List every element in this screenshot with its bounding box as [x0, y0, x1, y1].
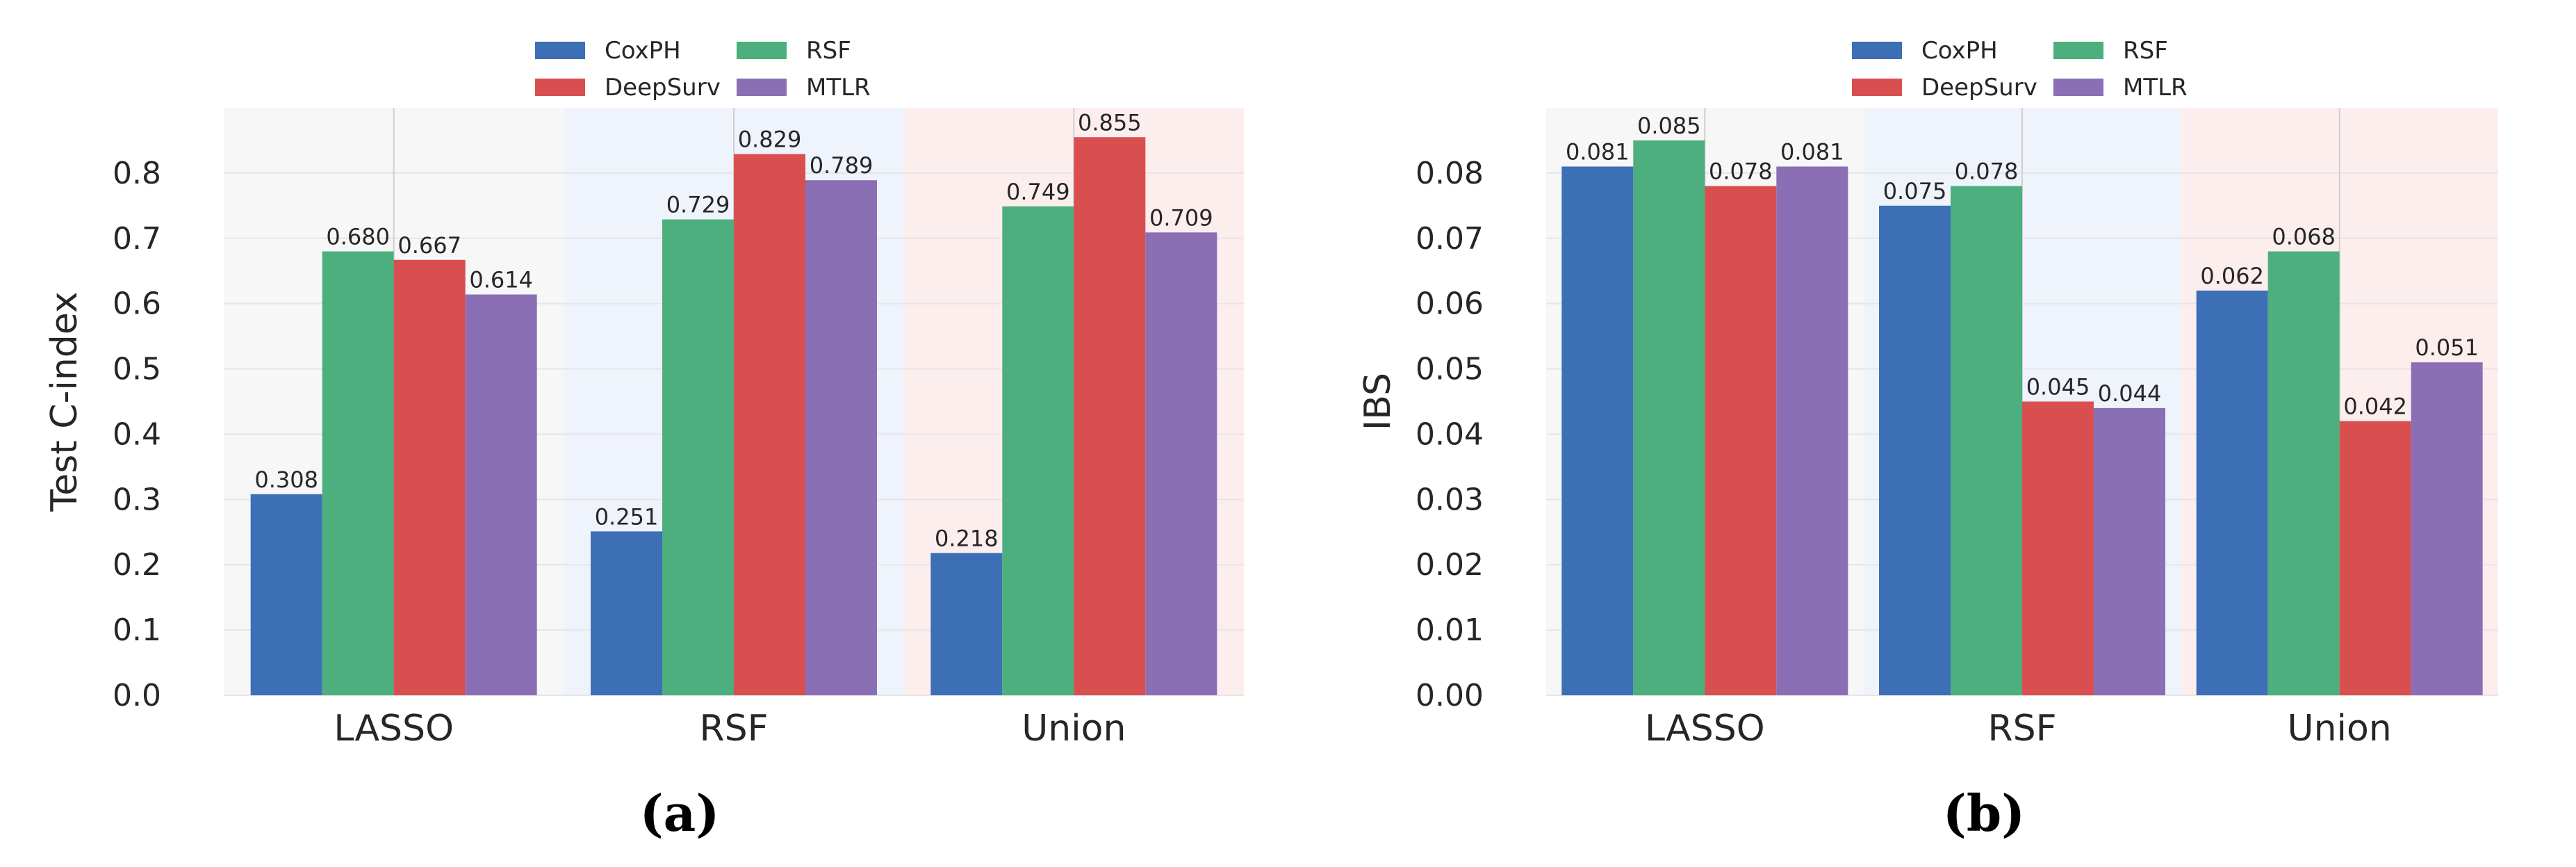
bar-coxph	[930, 553, 1003, 695]
data-label: 0.075	[1883, 178, 1947, 204]
bar-deepsurv	[1705, 186, 1777, 696]
y-tick-label: 0.01	[1416, 613, 1484, 648]
x-tick-label: Union	[1022, 708, 1126, 749]
data-label: 0.051	[2415, 334, 2479, 361]
y-tick-label: 0.06	[1416, 286, 1484, 322]
y-tick-label: 0.04	[1416, 416, 1484, 452]
y-tick-label: 0.4	[113, 416, 161, 452]
data-label: 0.680	[326, 224, 390, 250]
legend-label: MTLR	[2123, 74, 2188, 102]
data-label: 0.749	[1006, 179, 1070, 205]
panel-label: (b)	[1943, 784, 2025, 843]
data-label: 0.042	[2343, 394, 2407, 420]
y-tick-label: 0.1	[113, 613, 161, 648]
bar-deepsurv	[393, 259, 466, 695]
chart-panel-2: 0.00 0.01 0.02 0.03 0.04 0.05 0.06 0.07 0.08 0.08…	[1357, 37, 2498, 843]
bar-coxph	[1879, 205, 1951, 695]
x-tick-label: Union	[2288, 708, 2392, 749]
legend-swatch	[1852, 79, 1902, 96]
legend-swatch	[737, 42, 787, 59]
bar-deepsurv	[2022, 401, 2094, 695]
bar-coxph	[250, 494, 322, 695]
data-label: 0.068	[2272, 224, 2336, 250]
y-tick-label: 0.8	[113, 156, 161, 191]
bar-mtlr	[2094, 407, 2165, 695]
y-tick-label: 0.02	[1416, 547, 1484, 583]
x-tick-label: LASSO	[1645, 708, 1765, 749]
data-label: 0.078	[1955, 159, 2019, 185]
bar-mtlr	[805, 180, 877, 695]
legend-swatch	[737, 79, 787, 96]
data-label: 0.045	[2026, 374, 2090, 400]
legend-swatch	[1852, 42, 1902, 59]
y-tick-label: 0.0	[113, 678, 161, 713]
y-tick-label: 0.08	[1416, 156, 1484, 191]
legend-swatch	[535, 42, 585, 59]
bar-mtlr	[465, 294, 537, 695]
legend-label: CoxPH	[1921, 37, 1998, 65]
data-label: 0.251	[595, 503, 659, 530]
x-tick-label: RSF	[699, 708, 768, 749]
y-axis-title: Test C-index	[44, 291, 85, 512]
legend-swatch	[2053, 42, 2103, 59]
data-label: 0.078	[1709, 159, 1773, 185]
y-tick-label: 0.6	[113, 286, 161, 322]
bar-coxph	[2196, 290, 2268, 695]
chart-panel-1: 0.0 0.1 0.2 0.3 0.4 0.5 0.6 0.7 0.8 0.308 0.251 0.2…	[44, 37, 1244, 843]
legend-label: MTLR	[806, 74, 871, 102]
y-axis-title: IBS	[1357, 373, 1399, 430]
legend-label: DeepSurv	[1921, 74, 2037, 102]
y-tick-label: 0.07	[1416, 221, 1484, 257]
legend-label: RSF	[806, 37, 851, 65]
x-tick-label: RSF	[1987, 708, 2056, 749]
bar-deepsurv	[734, 154, 805, 695]
bar-rsf	[2267, 251, 2340, 695]
bar-mtlr	[1776, 166, 1848, 695]
bar-coxph	[1561, 166, 1634, 695]
data-label: 0.789	[810, 152, 873, 179]
data-label: 0.085	[1637, 113, 1701, 139]
y-tick-label: 0.5	[113, 352, 161, 387]
data-label: 0.308	[254, 467, 318, 493]
bar-rsf	[1951, 186, 2022, 696]
bar-rsf	[1633, 140, 1705, 695]
data-label: 0.667	[397, 232, 461, 259]
bar-deepsurv	[2339, 421, 2411, 695]
data-label: 0.062	[2200, 263, 2264, 289]
legend-label: RSF	[2123, 37, 2168, 65]
y-tick-label: 0.2	[113, 547, 161, 583]
y-tick-label: 0.00	[1416, 678, 1484, 713]
bar-mtlr	[2411, 362, 2483, 695]
bar-rsf	[322, 251, 394, 695]
data-label: 0.709	[1149, 204, 1213, 231]
bar-mtlr	[1145, 232, 1217, 696]
data-label: 0.614	[469, 267, 533, 293]
bar-coxph	[591, 531, 662, 695]
data-label: 0.829	[738, 127, 802, 153]
legend-swatch	[535, 79, 585, 96]
data-label: 0.855	[1078, 109, 1142, 136]
y-tick-label: 0.05	[1416, 352, 1484, 387]
legend-swatch	[2053, 79, 2103, 96]
data-label: 0.729	[666, 192, 730, 218]
data-label: 0.218	[935, 525, 999, 551]
panel-label: (a)	[640, 784, 720, 843]
y-tick-label: 0.7	[113, 221, 161, 257]
bar-deepsurv	[1074, 137, 1146, 695]
bar-rsf	[662, 219, 734, 695]
data-label: 0.081	[1566, 139, 1630, 165]
legend-label: CoxPH	[605, 37, 681, 65]
bar-rsf	[1002, 206, 1074, 695]
data-label: 0.081	[1780, 139, 1844, 165]
y-tick-label: 0.3	[113, 482, 161, 517]
x-tick-label: LASSO	[334, 708, 454, 749]
y-tick-label: 0.03	[1416, 482, 1484, 517]
legend-label: DeepSurv	[605, 74, 721, 102]
data-label: 0.044	[2098, 380, 2162, 407]
